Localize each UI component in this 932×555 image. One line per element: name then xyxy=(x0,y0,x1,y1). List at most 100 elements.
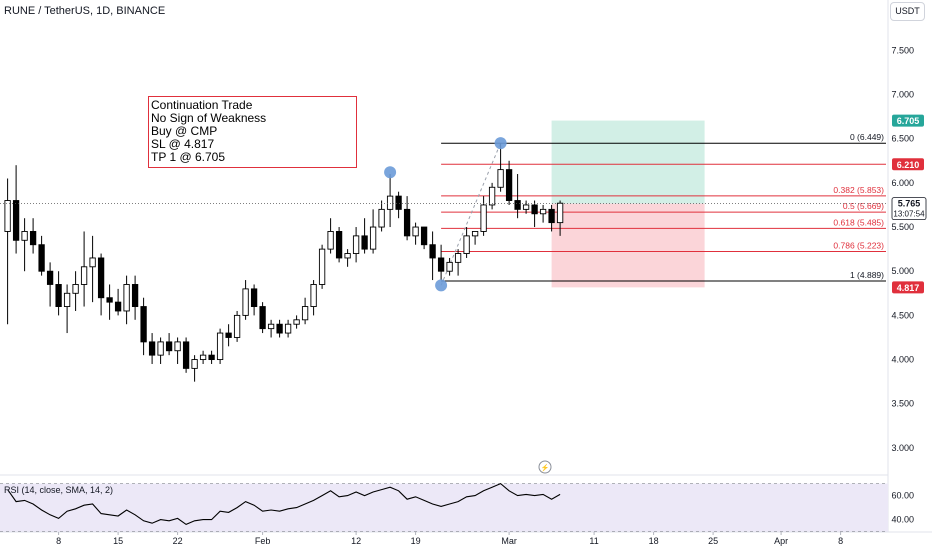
candle-body xyxy=(293,319,300,325)
y-tick-label: 7.000 xyxy=(891,90,914,100)
candle-body xyxy=(165,341,173,352)
y-tick-label: 5.500 xyxy=(891,222,914,232)
fib-level-label: 0.5 (5.669) xyxy=(843,201,884,211)
markers-layer: ⚡ xyxy=(384,137,552,474)
candle-body xyxy=(420,226,428,246)
fib-retracement: 0 (6.449) 0.382 (5.853) 0.5 (5.669) 0.618 (… xyxy=(440,132,886,286)
price-label-bg xyxy=(892,158,924,171)
candle-body xyxy=(199,354,207,361)
x-tick-label: 11 xyxy=(589,536,598,546)
candle-body xyxy=(55,284,62,308)
currency-button[interactable]: USDT xyxy=(890,2,925,21)
trade-note[interactable]: Continuation Trade No Sign of Weakness B… xyxy=(148,96,357,168)
candle-body xyxy=(80,266,88,285)
candle-body xyxy=(174,341,181,352)
candle-body xyxy=(276,323,283,334)
rsi-line xyxy=(7,482,561,526)
lightning-icon xyxy=(538,460,552,474)
candle-body xyxy=(216,332,224,361)
candle-body xyxy=(233,314,241,338)
candle-body xyxy=(148,341,156,356)
candle-body xyxy=(208,354,215,361)
candle-body xyxy=(182,341,190,369)
candle-body xyxy=(463,235,470,254)
fib-level-label: 0.786 (5.223) xyxy=(833,241,884,251)
candle-body xyxy=(157,341,164,356)
price-label: 4.817 xyxy=(897,283,920,293)
rsi-tick-label: 60.00 xyxy=(891,491,914,501)
candle-body xyxy=(318,248,326,285)
candle-body xyxy=(369,226,377,250)
y-tick-label: 3.000 xyxy=(891,443,914,453)
candle-body xyxy=(352,235,360,254)
candles-layer xyxy=(4,143,564,382)
candle-body xyxy=(12,200,20,241)
profit-zone xyxy=(551,120,705,204)
candle-body xyxy=(488,186,496,206)
candle-body xyxy=(497,169,504,188)
fib-trend-line xyxy=(440,142,502,286)
x-tick-label: Apr xyxy=(774,536,788,546)
candle-body xyxy=(454,253,462,263)
lightning-glyph: ⚡ xyxy=(541,463,550,472)
candle-body xyxy=(191,359,198,369)
candle-body xyxy=(480,204,487,232)
y-tick-label: 4.000 xyxy=(891,355,914,365)
candle-body xyxy=(446,261,453,272)
candle-body xyxy=(29,231,37,246)
note-line: TP 1 @ 6.705 xyxy=(151,150,226,164)
price-label: 6.705 xyxy=(897,116,920,126)
candle-body xyxy=(310,284,317,308)
y-tick-label: 7.500 xyxy=(891,45,914,55)
pivot-marker xyxy=(494,137,507,150)
x-tick-label: 25 xyxy=(708,536,718,546)
rsi-tick-label: 40.00 xyxy=(891,515,914,525)
candle-body xyxy=(522,204,530,210)
loss-zone xyxy=(551,203,705,288)
candle-body xyxy=(505,169,513,201)
candle-body xyxy=(21,231,28,241)
y-tick-label: 4.500 xyxy=(891,310,914,320)
fib-level-label: 0.382 (5.853) xyxy=(833,185,884,195)
x-tick-label: 18 xyxy=(649,536,659,546)
candle-body xyxy=(284,323,292,334)
pivot-marker xyxy=(384,166,397,179)
position-zones xyxy=(551,120,705,288)
price-label: 6.210 xyxy=(897,160,920,170)
candle-body xyxy=(539,208,547,215)
candle-body xyxy=(403,208,411,237)
x-tick-label: 12 xyxy=(351,536,361,546)
candle-body xyxy=(140,306,147,343)
candle-body xyxy=(97,257,105,299)
candle-body xyxy=(429,244,436,259)
rsi-band xyxy=(0,483,888,532)
candle-body xyxy=(46,270,54,285)
note-line: Buy @ CMP xyxy=(151,124,218,138)
candle-body xyxy=(378,208,385,228)
candle-body xyxy=(250,288,258,308)
candle-body xyxy=(131,284,139,308)
candle-body xyxy=(335,231,343,259)
candle-body xyxy=(106,297,113,303)
candle-body xyxy=(395,195,402,210)
countdown-label: 13:07:54 xyxy=(893,210,925,219)
y-tick-label: 6.000 xyxy=(891,178,914,188)
candle-body xyxy=(4,200,11,232)
candle-body xyxy=(38,244,45,272)
candle-body xyxy=(361,235,368,250)
candle-body xyxy=(301,306,309,321)
x-tick-label: Mar xyxy=(501,536,517,546)
candle-body xyxy=(63,292,71,308)
candle-body xyxy=(114,301,122,312)
x-tick-label: 8 xyxy=(838,536,843,546)
candle-body xyxy=(556,202,564,224)
pivot-marker xyxy=(435,279,448,292)
note-line: Continuation Trade xyxy=(151,98,253,112)
y-tick-label: 3.500 xyxy=(891,399,914,409)
candle-body xyxy=(531,204,538,215)
candle-body xyxy=(72,284,79,294)
